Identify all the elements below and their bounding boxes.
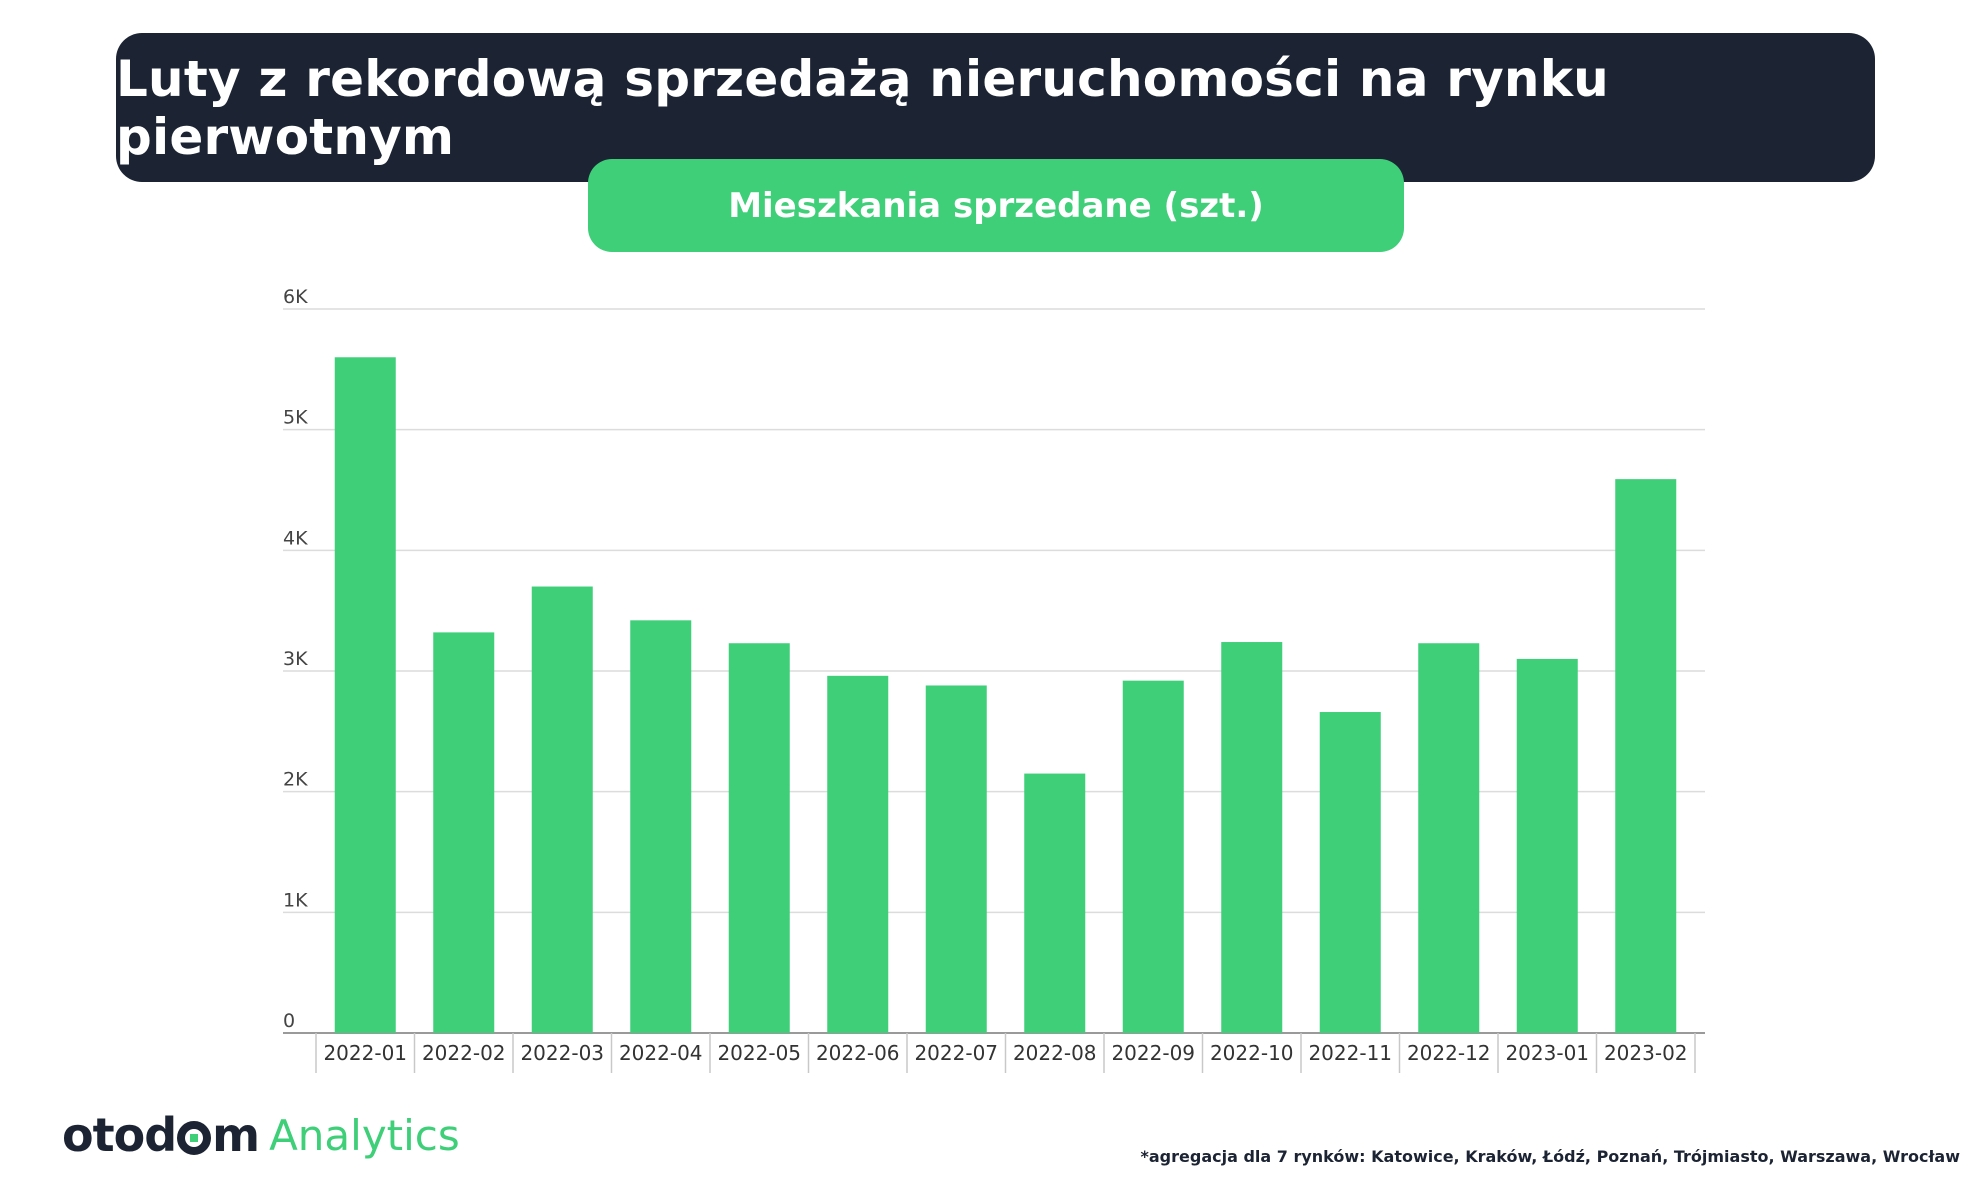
y-tick-label: 2K: [283, 769, 308, 791]
x-tick-label: 2022-05: [717, 1041, 801, 1065]
y-tick-label: 1K: [283, 889, 308, 911]
y-tick-label: 4K: [283, 527, 308, 549]
y-tick-label: 5K: [283, 407, 308, 429]
x-tick-label: 2022-11: [1308, 1041, 1392, 1065]
bar: [925, 685, 987, 1033]
bar: [1615, 479, 1677, 1033]
bar: [433, 632, 495, 1033]
bar-chart: 0 1K 2K 3K 4K 5K 6K 2022-01 2022-02 2022-03 2022-0…: [283, 286, 1705, 1073]
title-banner: Luty z rekordową sprzedażą nieruchomości…: [116, 33, 1875, 182]
chart-subtitle: Mieszkania sprzedane (szt.): [728, 185, 1264, 226]
x-tick-label: 2022-08: [1013, 1041, 1097, 1065]
bar: [827, 675, 889, 1033]
x-tick-label: 2022-10: [1210, 1041, 1294, 1065]
bar: [1221, 642, 1283, 1033]
x-tick-label: 2022-01: [323, 1041, 407, 1065]
x-tick-label: 2022-09: [1111, 1041, 1195, 1065]
x-tick-label: 2022-02: [422, 1041, 506, 1065]
bar: [1122, 680, 1184, 1033]
logo-word-m: m: [212, 1108, 260, 1162]
bar: [531, 586, 593, 1033]
bar: [1418, 643, 1480, 1033]
y-tick-label: 0: [283, 1010, 295, 1032]
logo-word-otod: otod: [62, 1108, 177, 1162]
y-tick-label: 6K: [283, 286, 308, 308]
bar: [630, 620, 692, 1033]
x-tick-label: 2022-12: [1407, 1041, 1491, 1065]
bar: [1319, 712, 1381, 1033]
x-tick-label: 2022-03: [520, 1041, 604, 1065]
x-tick-label: 2023-02: [1604, 1041, 1688, 1065]
logo-analytics: Analytics: [269, 1110, 460, 1160]
otodom-analytics-logo: otod m Analytics: [62, 1105, 460, 1165]
bar: [334, 357, 396, 1033]
subtitle-pill: Mieszkania sprzedane (szt.): [588, 159, 1404, 252]
chart-title: Luty z rekordową sprzedażą nieruchomości…: [116, 49, 1609, 166]
footnote: *agregacja dla 7 rynków: Katowice, Krakó…: [1140, 1147, 1961, 1166]
x-tick-label: 2022-04: [619, 1041, 703, 1065]
x-tick-label: 2023-01: [1505, 1041, 1589, 1065]
y-tick-label: 3K: [283, 648, 308, 670]
logo-o-icon: [177, 1121, 212, 1155]
bar: [728, 643, 790, 1033]
x-tick-label: 2022-07: [914, 1041, 998, 1065]
x-tick-label: 2022-06: [816, 1041, 900, 1065]
bar: [1516, 658, 1578, 1033]
bar: [1024, 773, 1086, 1033]
